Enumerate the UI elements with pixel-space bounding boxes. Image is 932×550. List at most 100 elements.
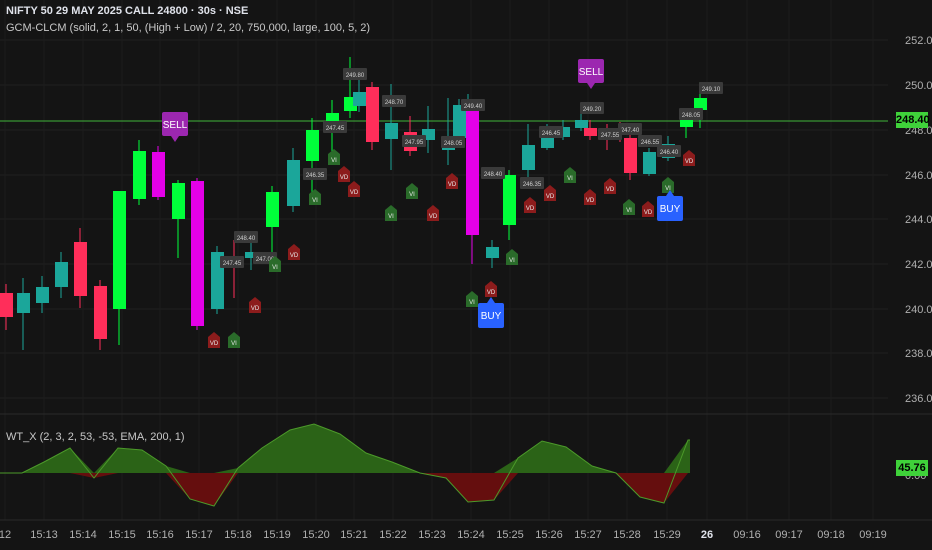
candle-body	[94, 286, 107, 339]
marker-text: VD	[526, 206, 535, 212]
price-axis-label: 246.00	[905, 170, 932, 182]
level-tag-text: 248.05	[444, 141, 463, 147]
marker-shape	[249, 297, 261, 313]
level-tag: 248.40	[234, 231, 258, 243]
level-tag: 249.20	[580, 102, 604, 114]
marker-text: VI	[409, 192, 415, 198]
level-tag-text: 248.40	[484, 172, 503, 178]
time-axis-label: 15:17	[185, 529, 213, 541]
indicator-legend[interactable]: GCM-CLCM (solid, 2, 1, 50, (High + Low) …	[6, 22, 371, 34]
candle-body	[74, 242, 87, 296]
level-tag: 248.05	[679, 108, 703, 120]
level-tag-box	[539, 126, 563, 138]
level-tag: 247.45	[220, 256, 244, 268]
marker-text: VD	[546, 194, 555, 200]
price-axis-label: 250.00	[905, 80, 932, 92]
level-tag-box	[679, 108, 703, 120]
level-tag: 249.40	[461, 99, 485, 111]
marker-shape	[466, 291, 478, 307]
vi-marker: VI	[269, 256, 281, 272]
level-tag: 249.10	[699, 82, 723, 94]
candle-body	[113, 191, 126, 309]
level-tag-box	[343, 68, 367, 80]
vi-marker: VI	[385, 205, 397, 221]
marker-shape	[228, 332, 240, 348]
time-axis-label: 15:21	[340, 529, 368, 541]
price-axis-label: 238.00	[905, 348, 932, 360]
candle-body	[453, 105, 466, 138]
marker-shape	[642, 201, 654, 217]
marker-shape	[208, 332, 220, 348]
time-axis-label: 15:16	[146, 529, 174, 541]
vd-marker: VD	[683, 150, 695, 166]
marker-text: VD	[448, 182, 457, 188]
marker-text: VD	[685, 159, 694, 165]
sell-signal: SELL	[578, 59, 604, 89]
level-tag-text: 247.40	[621, 128, 640, 134]
time-axis-label: 15:26	[535, 529, 563, 541]
level-tag: 248.40	[481, 167, 505, 179]
marker-text: VD	[586, 198, 595, 204]
level-tag-box	[598, 128, 622, 140]
buy-signal: BUY	[478, 297, 504, 328]
marker-text: VI	[665, 186, 671, 192]
marker-text: VI	[272, 265, 278, 271]
level-tag-box	[580, 102, 604, 114]
marker-text: VD	[210, 341, 219, 347]
current-price-badge: 248.40	[896, 112, 930, 128]
marker-shape	[427, 205, 439, 221]
marker-text: VI	[567, 176, 573, 182]
level-tag-box	[402, 135, 426, 147]
oscillator-negative-area	[0, 473, 690, 506]
marker-shape	[485, 281, 497, 297]
marker-shape	[683, 150, 695, 166]
candle-body	[152, 152, 165, 197]
time-axis-label: 26	[701, 529, 713, 541]
price-axis-label: 248.00	[905, 125, 932, 137]
level-tag-box	[481, 167, 505, 179]
level-tag-text: 247.95	[405, 140, 424, 146]
oscillator-legend[interactable]: WT_X (2, 3, 2, 53, -53, EMA, 200, 1)	[6, 431, 185, 443]
marker-text: VI	[509, 258, 515, 264]
time-axis-label: 09:19	[859, 529, 887, 541]
symbol-title[interactable]: NIFTY 50 29 MAY 2025 CALL 24800 · 30s · …	[6, 5, 249, 17]
level-tag: 247.40	[618, 123, 642, 135]
marker-shape	[269, 256, 281, 272]
signal-pointer	[587, 83, 595, 89]
candle-body	[503, 175, 516, 225]
level-tag-text: 248.40	[237, 236, 256, 242]
signal-box	[578, 59, 604, 83]
vd-marker: VD	[584, 189, 596, 205]
level-tag-box	[323, 121, 347, 133]
marker-text: VI	[231, 341, 237, 347]
price-axis-label: 236.00	[905, 393, 932, 405]
candle-body	[245, 252, 258, 258]
level-tag: 246.35	[520, 177, 544, 189]
marker-shape	[524, 197, 536, 213]
marker-shape	[623, 199, 635, 215]
level-tag-text: 246.35	[523, 182, 542, 188]
level-tag-text: 249.80	[346, 73, 365, 79]
candle-body	[0, 293, 13, 317]
level-tag: 247.95	[402, 135, 426, 147]
buy-signal: BUY	[657, 190, 683, 221]
marker-text: VD	[487, 290, 496, 296]
level-tag-box	[520, 177, 544, 189]
level-tag-text: 246.35	[306, 173, 325, 179]
marker-text: VI	[312, 198, 318, 204]
marker-text: VD	[251, 306, 260, 312]
candle-body	[694, 98, 707, 110]
vd-marker: VD	[642, 201, 654, 217]
marker-text: VD	[606, 187, 615, 193]
time-axis-label: 15:18	[224, 529, 252, 541]
vd-marker: VD	[544, 185, 556, 201]
candle-body	[422, 129, 435, 140]
candle-body	[643, 152, 656, 174]
marker-shape	[446, 173, 458, 189]
marker-shape	[406, 183, 418, 199]
marker-shape	[338, 166, 350, 182]
candle-body	[557, 127, 570, 137]
level-tag-text: 247.55	[601, 133, 620, 139]
vi-marker: VI	[309, 189, 321, 205]
